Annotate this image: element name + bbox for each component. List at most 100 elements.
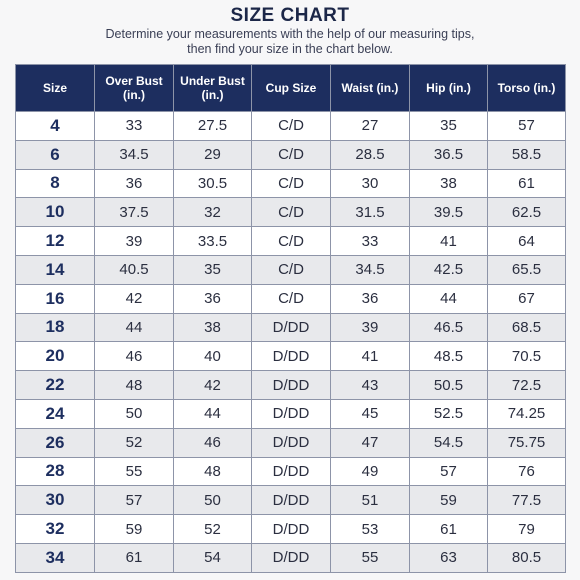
cup-size-cell: D/DD	[251, 398, 331, 429]
waist-cell: 30	[330, 168, 410, 199]
over-bust-cell: 44	[94, 312, 174, 343]
under-bust-cell: 29	[173, 139, 252, 170]
hip-cell: 44	[409, 283, 488, 314]
size-cell: 22	[15, 370, 95, 400]
torso-cell: 58.5	[487, 139, 566, 170]
waist-cell: 45	[330, 398, 410, 429]
torso-cell: 62.5	[487, 197, 566, 228]
under-bust-cell: 36	[173, 283, 252, 314]
table-row: 12 39 33.5 C/D 33 41 64	[15, 226, 566, 256]
cup-size-cell: C/D	[251, 254, 331, 285]
torso-cell: 61	[487, 168, 566, 199]
table-row: 22 48 42 D/DD 43 50.5 72.5	[15, 370, 566, 400]
waist-cell: 49	[330, 456, 410, 487]
over-bust-cell: 40.5	[94, 254, 174, 285]
hip-cell: 50.5	[409, 370, 488, 400]
torso-cell: 80.5	[487, 542, 566, 573]
subtitle-line: then find your size in the chart below.	[187, 42, 393, 56]
size-cell: 26	[15, 427, 95, 458]
torso-cell: 72.5	[487, 370, 566, 400]
waist-cell: 41	[330, 341, 410, 372]
cup-size-cell: C/D	[251, 139, 331, 170]
page-subtitle: Determine your measurements with the hel…	[0, 27, 580, 57]
under-bust-cell: 44	[173, 398, 252, 429]
size-cell: 10	[15, 197, 95, 228]
size-cell: 4	[15, 111, 95, 141]
cup-size-cell: C/D	[251, 226, 331, 256]
waist-cell: 43	[330, 370, 410, 400]
hip-cell: 38	[409, 168, 488, 199]
table-row: 18 44 38 D/DD 39 46.5 68.5	[15, 312, 566, 343]
over-bust-cell: 42	[94, 283, 174, 314]
size-cell: 8	[15, 168, 95, 199]
hip-cell: 48.5	[409, 341, 488, 372]
torso-cell: 75.75	[487, 427, 566, 458]
header-under-bust: Under Bust (in.)	[173, 64, 252, 112]
torso-cell: 64	[487, 226, 566, 256]
over-bust-cell: 55	[94, 456, 174, 487]
over-bust-cell: 48	[94, 370, 174, 400]
table-row: 10 37.5 32 C/D 31.5 39.5 62.5	[15, 197, 566, 228]
torso-cell: 68.5	[487, 312, 566, 343]
under-bust-cell: 35	[173, 254, 252, 285]
over-bust-cell: 39	[94, 226, 174, 256]
table-row: 14 40.5 35 C/D 34.5 42.5 65.5	[15, 254, 566, 285]
under-bust-cell: 27.5	[173, 111, 252, 141]
cup-size-cell: C/D	[251, 197, 331, 228]
over-bust-cell: 34.5	[94, 139, 174, 170]
under-bust-cell: 52	[173, 514, 252, 544]
header-torso: Torso (in.)	[487, 64, 566, 112]
size-cell: 18	[15, 312, 95, 343]
waist-cell: 39	[330, 312, 410, 343]
under-bust-cell: 54	[173, 542, 252, 573]
over-bust-cell: 37.5	[94, 197, 174, 228]
page-title: SIZE CHART	[230, 5, 350, 26]
size-cell: 6	[15, 139, 95, 170]
waist-cell: 55	[330, 542, 410, 573]
hip-cell: 42.5	[409, 254, 488, 285]
cup-size-cell: D/DD	[251, 427, 331, 458]
waist-cell: 47	[330, 427, 410, 458]
cup-size-cell: D/DD	[251, 456, 331, 487]
waist-cell: 36	[330, 283, 410, 314]
torso-cell: 77.5	[487, 485, 566, 516]
over-bust-cell: 36	[94, 168, 174, 199]
torso-cell: 67	[487, 283, 566, 314]
cup-size-cell: D/DD	[251, 370, 331, 400]
size-cell: 32	[15, 514, 95, 544]
table-row: 26 52 46 D/DD 47 54.5 75.75	[15, 427, 566, 458]
under-bust-cell: 33.5	[173, 226, 252, 256]
size-cell: 14	[15, 254, 95, 285]
waist-cell: 33	[330, 226, 410, 256]
cup-size-cell: D/DD	[251, 341, 331, 372]
size-cell: 24	[15, 398, 95, 429]
torso-cell: 74.25	[487, 398, 566, 429]
cup-size-cell: D/DD	[251, 514, 331, 544]
hip-cell: 59	[409, 485, 488, 516]
cup-size-cell: C/D	[251, 283, 331, 314]
waist-cell: 34.5	[330, 254, 410, 285]
table-row: 20 46 40 D/DD 41 48.5 70.5	[15, 341, 566, 372]
size-cell: 12	[15, 226, 95, 256]
over-bust-cell: 61	[94, 542, 174, 573]
table-row: 16 42 36 C/D 36 44 67	[15, 283, 566, 314]
over-bust-cell: 46	[94, 341, 174, 372]
table-header-row: Size Over Bust (in.) Under Bust (in.) Cup S…	[15, 64, 566, 112]
under-bust-cell: 48	[173, 456, 252, 487]
cup-size-cell: D/DD	[251, 542, 331, 573]
table-row: 28 55 48 D/DD 49 57 76	[15, 456, 566, 487]
over-bust-cell: 59	[94, 514, 174, 544]
hip-cell: 57	[409, 456, 488, 487]
hip-cell: 41	[409, 226, 488, 256]
table-row: 4 33 27.5 C/D 27 35 57	[15, 111, 566, 141]
table-row: 34 61 54 D/DD 55 63 80.5	[15, 542, 566, 573]
over-bust-cell: 33	[94, 111, 174, 141]
over-bust-cell: 57	[94, 485, 174, 516]
hip-cell: 39.5	[409, 197, 488, 228]
size-cell: 28	[15, 456, 95, 487]
cup-size-cell: C/D	[251, 111, 331, 141]
size-chart-table: Size Over Bust (in.) Under Bust (in.) Cup S…	[15, 64, 566, 573]
size-cell: 20	[15, 341, 95, 372]
waist-cell: 51	[330, 485, 410, 516]
